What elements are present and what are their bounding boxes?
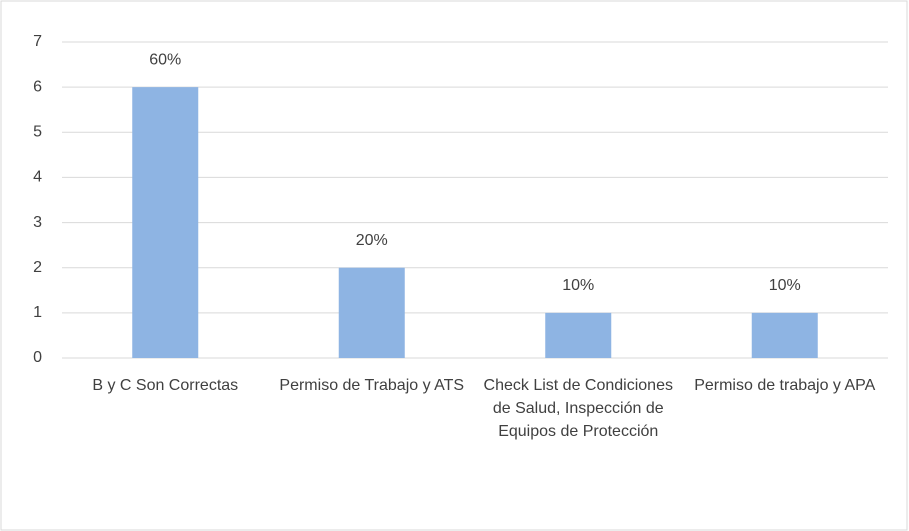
value-label: 10%	[769, 277, 801, 294]
bar	[545, 312, 612, 358]
y-tick-label: 2	[33, 259, 42, 276]
y-tick-label: 0	[33, 349, 42, 366]
value-label: 20%	[356, 232, 388, 249]
y-tick-label: 3	[33, 214, 42, 231]
y-tick-label: 4	[33, 169, 42, 186]
value-label: 60%	[149, 51, 181, 68]
y-tick-label: 7	[33, 33, 42, 50]
x-tick-label: Permiso de trabajo y APA	[694, 377, 876, 394]
x-tick-label: Permiso de Trabajo y ATS	[279, 377, 465, 394]
y-tick-label: 1	[33, 304, 42, 321]
bar	[751, 312, 818, 358]
x-tick-label: Check List de Condiciones de Salud, Insp…	[483, 377, 673, 440]
value-label: 10%	[562, 277, 594, 294]
x-tick-label: B y C Son Correctas	[92, 377, 239, 394]
y-tick-label: 6	[33, 78, 42, 95]
bar	[338, 267, 405, 358]
bar	[132, 87, 199, 359]
y-tick-label: 5	[33, 124, 42, 141]
